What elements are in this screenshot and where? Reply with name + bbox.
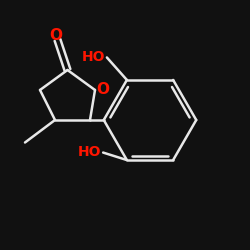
Text: O: O: [96, 82, 110, 96]
Text: HO: HO: [78, 145, 101, 159]
Text: O: O: [50, 28, 63, 43]
Text: HO: HO: [81, 50, 105, 64]
